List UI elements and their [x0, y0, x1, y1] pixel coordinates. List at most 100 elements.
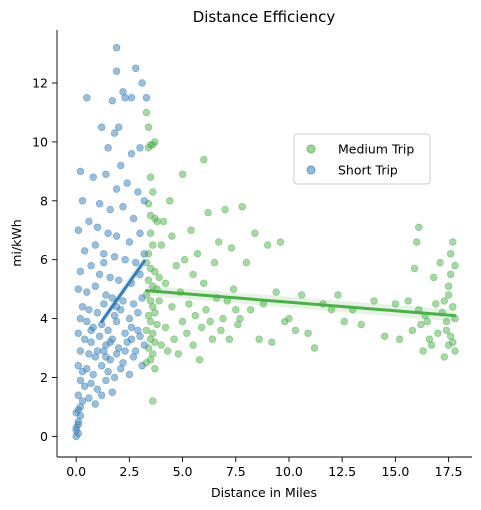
data-point-medium-trip [264, 241, 272, 249]
data-point-short-trip [89, 173, 97, 181]
data-point-short-trip [121, 329, 129, 337]
data-point-short-trip [140, 250, 149, 258]
data-point-short-trip [91, 400, 100, 408]
legend: Medium Trip Short Trip [293, 133, 431, 185]
data-point-short-trip [106, 338, 114, 346]
data-point-short-trip [102, 170, 110, 179]
data-point-short-trip [127, 335, 136, 343]
data-point-short-trip [136, 144, 144, 152]
data-point-medium-trip [219, 314, 227, 323]
data-point-medium-trip [200, 279, 208, 287]
data-point-short-trip [83, 288, 91, 296]
data-point-medium-trip [178, 317, 187, 326]
data-point-short-trip [114, 123, 123, 131]
data-point-short-trip [97, 123, 106, 131]
data-point-short-trip [112, 43, 121, 52]
data-point-medium-trip [142, 108, 151, 117]
data-point-short-trip [114, 276, 123, 284]
data-point-short-trip [80, 335, 89, 343]
data-point-short-trip [106, 205, 114, 214]
data-point-medium-trip [430, 273, 438, 282]
data-point-medium-trip [417, 320, 425, 329]
data-point-short-trip [112, 67, 121, 75]
x-tick-label: 2.5 [119, 464, 139, 479]
data-point-short-trip [97, 362, 106, 370]
data-point-medium-trip [149, 397, 157, 405]
data-point-medium-trip [447, 250, 455, 258]
data-point-short-trip [83, 93, 91, 102]
data-point-medium-trip [157, 341, 166, 349]
data-point-short-trip [83, 365, 91, 373]
data-point-medium-trip [181, 256, 189, 264]
data-point-short-trip [93, 347, 102, 355]
legend-box [293, 133, 431, 185]
data-point-medium-trip [440, 297, 448, 305]
y-tick-label: 8 [40, 193, 48, 208]
data-point-short-trip [104, 326, 112, 335]
data-point-medium-trip [183, 329, 191, 337]
data-point-medium-trip [404, 297, 412, 305]
x-tick-label: 5.0 [173, 464, 193, 479]
data-point-short-trip [102, 291, 110, 299]
data-point-short-trip [134, 326, 142, 335]
data-point-medium-trip [146, 173, 155, 181]
data-point-medium-trip [442, 326, 451, 335]
data-point-short-trip [74, 391, 83, 399]
data-point-medium-trip [151, 138, 159, 146]
x-tick-label: 12.5 [328, 464, 356, 479]
data-point-medium-trip [210, 258, 219, 267]
data-point-medium-trip [200, 155, 208, 164]
data-point-medium-trip [151, 338, 159, 346]
data-point-short-trip [85, 394, 93, 402]
data-point-medium-trip [195, 356, 204, 364]
data-point-medium-trip [276, 238, 285, 246]
data-point-medium-trip [255, 335, 263, 343]
data-point-short-trip [117, 161, 125, 170]
data-point-short-trip [123, 179, 131, 187]
data-point-medium-trip [153, 217, 161, 226]
data-point-short-trip [112, 232, 121, 240]
data-point-medium-trip [436, 258, 444, 267]
chart-title: Distance Efficiency [193, 8, 336, 26]
data-point-medium-trip [155, 273, 163, 282]
data-point-medium-trip [178, 170, 187, 179]
data-point-medium-trip [193, 250, 202, 258]
data-point-medium-trip [204, 208, 212, 217]
data-point-medium-trip [304, 329, 312, 337]
data-point-short-trip [121, 347, 129, 355]
ticks: 0.0 2.5 5.0 7.5 10.0 12.5 15.0 17.5 0 2 4 6 8 10 12 [32, 76, 462, 479]
x-tick-label: 7.5 [226, 464, 246, 479]
data-point-short-trip [93, 385, 102, 393]
y-tick-label: 6 [40, 252, 48, 267]
data-point-medium-trip [146, 317, 155, 326]
data-point-medium-trip [215, 238, 223, 246]
y-tick-label: 12 [32, 76, 48, 91]
data-point-medium-trip [451, 347, 459, 355]
data-point-medium-trip [189, 341, 197, 349]
data-point-short-trip [100, 300, 108, 308]
y-axis-label: mi/kWh [9, 219, 24, 266]
legend-label-short-trip: Short Trip [338, 163, 398, 178]
data-point-medium-trip [157, 241, 166, 249]
data-point-medium-trip [391, 300, 400, 308]
data-point-short-trip [102, 353, 110, 361]
data-point-short-trip [129, 300, 138, 308]
data-point-short-trip [74, 362, 83, 370]
data-point-medium-trip [168, 303, 176, 311]
data-point-medium-trip [434, 329, 442, 337]
trendline-short-trip [100, 259, 146, 324]
data-point-short-trip [108, 294, 117, 302]
data-point-short-trip [78, 303, 87, 311]
data-point-medium-trip [161, 279, 170, 287]
data-point-short-trip [74, 420, 83, 429]
data-point-medium-trip [419, 347, 427, 355]
data-point-short-trip [80, 247, 89, 255]
data-point-short-trip [100, 258, 108, 267]
data-point-short-trip [138, 79, 146, 87]
data-point-short-trip [119, 297, 127, 305]
data-point-medium-trip [155, 297, 163, 305]
data-point-short-trip [97, 391, 106, 399]
data-point-short-trip [127, 150, 136, 158]
data-point-short-trip [102, 376, 110, 385]
